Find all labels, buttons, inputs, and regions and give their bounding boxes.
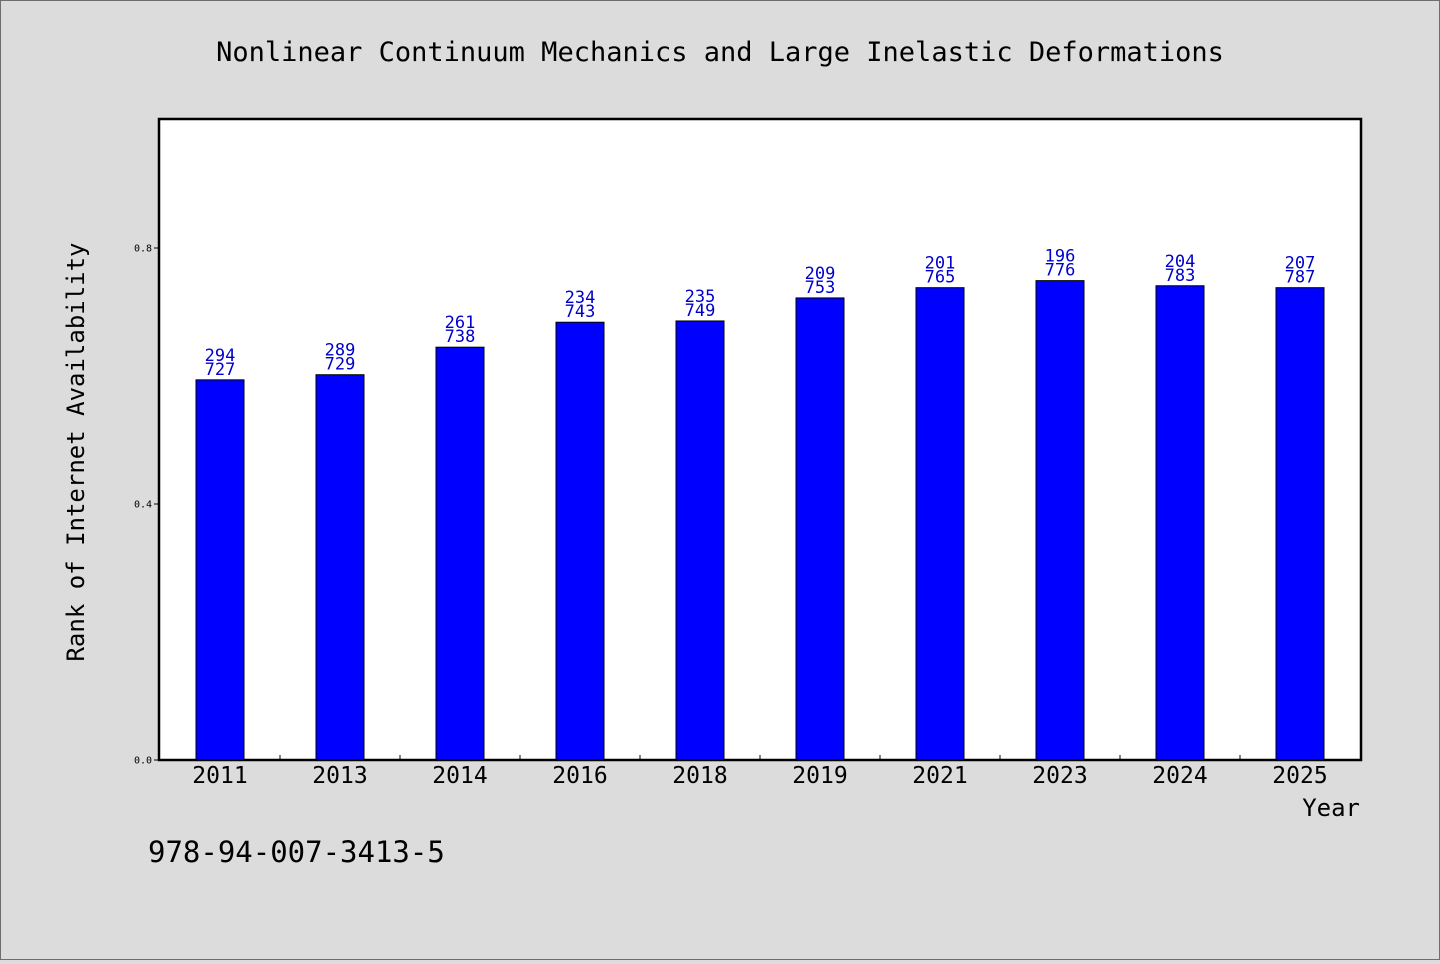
- bar-label-bottom-2016: 743: [565, 302, 596, 322]
- bar-2021: [915, 287, 965, 761]
- bar-label-top-2011: 294: [205, 346, 236, 366]
- y-axis-label: Rank of Internet Availability: [62, 242, 90, 661]
- bar-2011: [195, 379, 245, 761]
- x-tick-label-2016: 2016: [552, 763, 607, 789]
- bar-2019: [795, 297, 845, 761]
- x-tick-label-2011: 2011: [192, 763, 247, 789]
- bar-labels-group: 2947272897292617382347432357492097532017…: [205, 247, 1316, 380]
- x-tick-label-2021: 2021: [912, 763, 967, 789]
- bar-2014: [435, 346, 485, 761]
- bar-label-top-2016: 234: [565, 288, 596, 308]
- y-tick-label-0.4: 0.4: [134, 500, 152, 511]
- bar-label-bottom-2019: 753: [805, 278, 836, 298]
- bar-label-bottom-2025: 787: [1285, 268, 1316, 288]
- bar-label-bottom-2023: 776: [1045, 261, 1076, 281]
- chart-title: Nonlinear Continuum Mechanics and Large …: [216, 37, 1224, 68]
- bar-2013: [315, 374, 365, 761]
- bar-label-top-2023: 196: [1045, 247, 1076, 267]
- x-tick-label-2024: 2024: [1152, 763, 1207, 789]
- x-tick-label-2019: 2019: [792, 763, 847, 789]
- x-axis-label: Year: [1302, 794, 1360, 822]
- bar-label-top-2013: 289: [325, 341, 356, 361]
- bar-label-bottom-2014: 738: [445, 327, 476, 347]
- bar-2025: [1275, 287, 1325, 761]
- bar-label-top-2021: 201: [925, 254, 956, 274]
- y-axis: 0.0 0.4 0.8: [134, 244, 160, 767]
- y-tick-label-0.0: 0.0: [134, 756, 152, 767]
- x-tick-label-2018: 2018: [672, 763, 727, 789]
- x-tick-label-2013: 2013: [312, 763, 367, 789]
- bar-label-top-2019: 209: [805, 264, 836, 284]
- bar-label-top-2025: 207: [1285, 254, 1316, 274]
- x-axis: 2011 2013 2014 2016 2018 2019 2021 2023 2024 2025: [192, 755, 1328, 789]
- isbn-text: 978-94-007-3413-5: [148, 835, 445, 869]
- x-tick-label-2025: 2025: [1272, 763, 1327, 789]
- bar-label-bottom-2018: 749: [685, 301, 716, 321]
- bar-label-bottom-2013: 729: [325, 355, 356, 375]
- bar-2024: [1155, 285, 1205, 761]
- bar-2016: [555, 321, 605, 761]
- bar-label-bottom-2024: 783: [1165, 266, 1196, 286]
- bar-2023: [1035, 280, 1085, 761]
- bars-group: [195, 280, 1325, 761]
- bar-label-top-2014: 261: [445, 313, 476, 333]
- bar-label-top-2018: 235: [685, 287, 716, 307]
- bar-label-bottom-2011: 727: [205, 360, 236, 380]
- bar-label-bottom-2021: 765: [925, 268, 956, 288]
- y-tick-label-0.8: 0.8: [134, 244, 152, 255]
- x-tick-label-2023: 2023: [1032, 763, 1087, 789]
- bar-label-top-2024: 204: [1165, 252, 1196, 272]
- x-tick-label-2014: 2014: [432, 763, 487, 789]
- bar-2018: [675, 320, 725, 761]
